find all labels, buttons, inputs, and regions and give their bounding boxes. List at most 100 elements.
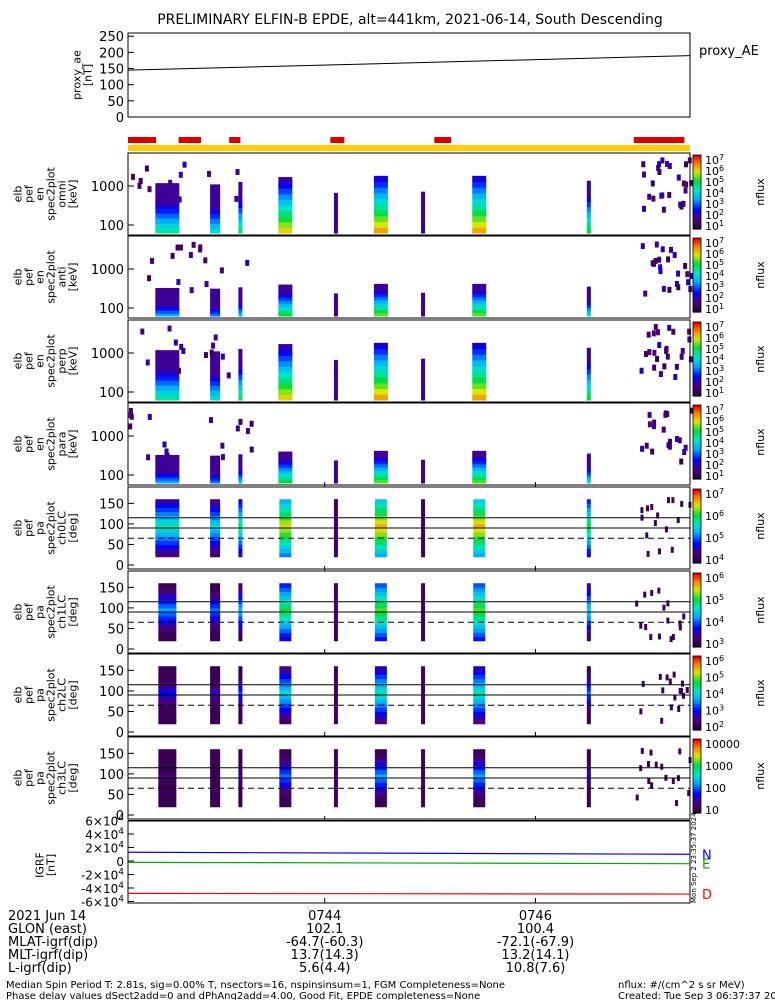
spectrogram-cell xyxy=(278,293,293,298)
colorbar-segment xyxy=(693,355,701,358)
spectrogram-cell xyxy=(472,365,487,372)
spectrogram-cell xyxy=(472,303,487,307)
spectrogram-cell xyxy=(238,369,243,375)
pa-cell xyxy=(238,499,243,504)
pa-cell xyxy=(586,540,591,545)
colorbar-segment xyxy=(693,329,701,332)
spectrogram-cell xyxy=(586,363,591,370)
pa-cell xyxy=(473,773,486,779)
spectrogram-cell xyxy=(586,191,591,197)
pa-cell xyxy=(210,528,221,533)
pa-cell xyxy=(158,632,177,638)
spectrogram-cell xyxy=(278,476,293,481)
pa-cell xyxy=(279,790,292,795)
pa-cell xyxy=(473,711,486,717)
colorbar-segment xyxy=(693,665,701,668)
spectrogram-cell xyxy=(238,217,243,224)
pa-cell xyxy=(279,591,292,597)
pa-cell xyxy=(333,523,338,529)
pa-cell xyxy=(238,666,243,671)
spectrogram-speck xyxy=(209,349,214,356)
pa-cell xyxy=(158,773,177,779)
colorbar-frame xyxy=(692,655,702,731)
colorbar-segment xyxy=(693,302,701,306)
spectrogram-cell xyxy=(421,383,426,389)
pa-tick-label: 0 xyxy=(116,643,124,658)
spec-panel-4: 1000100elbpefenspec2plotpara[keV]1071061… xyxy=(12,402,767,486)
colorbar-segment xyxy=(693,306,701,309)
ae-frame xyxy=(127,32,691,118)
footer-units: nflux: #/(cm^2 s sr MeV) xyxy=(618,980,745,991)
colorbar-segment xyxy=(693,513,701,516)
pa-cell xyxy=(421,587,426,592)
spectrogram-cell xyxy=(278,287,293,292)
pa-cell xyxy=(238,695,243,700)
colorbar-segment xyxy=(693,179,701,182)
spectrogram-speck xyxy=(211,342,216,349)
colorbar-tick-label: 104 xyxy=(705,687,724,701)
pa-speck xyxy=(654,761,658,768)
pa-cell xyxy=(586,769,591,775)
colorbar-segment xyxy=(693,611,701,615)
colorbar-label: nflux xyxy=(754,428,767,456)
spectrogram-cell xyxy=(586,201,591,208)
pa-tick-label: 0 xyxy=(116,726,124,741)
pa-cell xyxy=(238,507,243,513)
pa-cell xyxy=(586,719,591,725)
spectrogram-cell xyxy=(472,457,487,461)
pa-cell xyxy=(586,757,591,763)
colorbar-segment xyxy=(693,227,701,230)
spectrogram-cell xyxy=(278,221,293,228)
spectrogram-cell xyxy=(472,215,487,223)
spectrogram-cell xyxy=(373,210,388,217)
pa-cell xyxy=(473,519,486,525)
pa-cell xyxy=(155,519,180,525)
pa-cell xyxy=(238,532,243,537)
spectrogram-cell xyxy=(238,474,243,478)
spectrogram-speck xyxy=(677,437,682,444)
pa-cell xyxy=(421,753,426,758)
spectrogram-cell xyxy=(472,476,487,481)
spectrogram-cell xyxy=(421,292,426,296)
spectrogram-speck xyxy=(652,423,657,430)
pa-cell xyxy=(279,686,292,692)
colorbar-segment xyxy=(693,689,701,692)
spectrogram-cell xyxy=(155,477,180,481)
colorbar-segment xyxy=(693,593,701,596)
spectrogram-cell xyxy=(210,480,221,484)
pa-cell xyxy=(586,794,591,800)
colorbar-segment xyxy=(693,792,701,796)
pa-cell xyxy=(210,540,221,545)
spectrogram-cell xyxy=(472,198,487,205)
colorbar-segment xyxy=(693,531,701,534)
spectrogram-cell xyxy=(333,469,338,473)
spectrogram-speck xyxy=(647,421,652,428)
spectrogram-speck xyxy=(650,180,655,187)
spectrogram-cell xyxy=(586,453,591,458)
spectrogram-cell xyxy=(238,394,243,401)
colorbar-segment xyxy=(693,454,701,458)
colorbar-segment xyxy=(693,293,701,296)
igrf-tick-label: 2×104 xyxy=(85,841,124,856)
pa-tick-label: 100 xyxy=(99,518,124,533)
pa-cell xyxy=(158,628,177,634)
pa-cell xyxy=(210,511,221,517)
colorbar-segment xyxy=(693,624,701,628)
colorbar-segment xyxy=(693,417,701,421)
colorbar-segment xyxy=(693,351,701,355)
pa-cell xyxy=(238,670,243,675)
spectrogram-cell xyxy=(155,310,180,314)
colorbar-segment xyxy=(693,597,701,600)
ae-tick-label: 0 xyxy=(116,111,124,126)
ylabel-line: ch2LC xyxy=(56,678,69,712)
pa-cell xyxy=(279,532,292,537)
pa-cell xyxy=(421,678,426,684)
spectrogram-speck xyxy=(687,328,692,335)
spectrogram-speck xyxy=(683,444,688,451)
pa-cell xyxy=(374,540,387,545)
spectrogram-cell xyxy=(278,193,293,200)
spec-frame xyxy=(127,235,691,319)
pa-cell xyxy=(333,782,338,787)
spectrogram-speck xyxy=(679,458,684,465)
